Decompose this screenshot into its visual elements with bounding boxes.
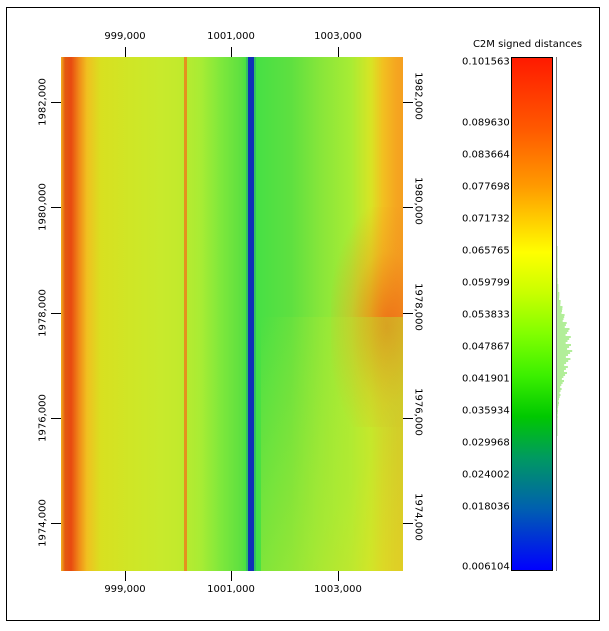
x-bottom-label-1: 999,000 [104,584,146,595]
scale-title: C2M signed distances [472,39,583,50]
histogram-axis [556,57,557,571]
scale-label-3: 0.083664 [462,149,510,161]
distance-map [61,57,403,571]
scale-label-min: 0.006104 [462,561,510,573]
y-right-label-1: 1982,000 [412,72,424,120]
scale-label-7: 0.059799 [462,277,510,289]
value-histogram [557,246,573,436]
y-left-label-2: 1980,000 [37,183,49,231]
scale-label-6: 0.065765 [462,245,510,257]
y-left-label-5: 1974,000 [37,499,49,547]
x-top-label-1: 999,000 [104,31,146,42]
y-left-label-3: 1978,000 [37,289,49,337]
x-top-tick-3 [338,47,339,57]
scale-label-8: 0.053833 [462,309,510,321]
y-left-tick-5 [51,523,61,524]
y-left-label-1: 1982,000 [37,78,49,126]
y-right-tick-4 [403,418,413,419]
x-bottom-tick-1 [125,571,126,581]
y-left-tick-4 [51,418,61,419]
scale-label-11: 0.035934 [462,405,510,417]
map-lower-region [261,317,403,571]
x-bottom-label-2: 1001,000 [207,584,255,595]
figure-frame [6,7,600,621]
scale-label-13: 0.024002 [462,469,510,481]
y-left-label-4: 1976,000 [37,394,49,442]
y-right-tick-1 [403,102,413,103]
scale-label-14: 0.018036 [462,501,510,513]
x-bottom-label-3: 1003,000 [314,584,362,595]
scale-label-4: 0.077698 [462,181,510,193]
x-top-tick-1 [125,47,126,57]
y-right-label-3: 1978,000 [412,283,424,331]
y-right-tick-3 [403,313,413,314]
y-right-label-5: 1974,000 [412,493,424,541]
scale-label-12: 0.029968 [462,437,510,449]
x-bottom-tick-3 [338,571,339,581]
x-top-tick-2 [231,47,232,57]
y-right-label-2: 1980,000 [412,177,424,225]
scale-label-max: 0.101563 [462,56,510,68]
y-right-tick-2 [403,207,413,208]
scale-label-2: 0.089630 [462,117,510,129]
y-left-tick-1 [51,102,61,103]
scale-label-10: 0.041901 [462,373,510,385]
scale-label-5: 0.071732 [462,213,510,225]
y-left-tick-2 [51,207,61,208]
y-right-tick-5 [403,523,413,524]
x-bottom-tick-2 [231,571,232,581]
map-blue-stripe [248,57,254,571]
scale-label-9: 0.047867 [462,341,510,353]
y-right-label-4: 1976,000 [412,388,424,436]
map-thin-line [184,57,187,571]
x-top-label-2: 1001,000 [207,31,255,42]
x-top-label-3: 1003,000 [314,31,362,42]
y-left-tick-3 [51,313,61,314]
color-scale-bar [511,57,553,571]
